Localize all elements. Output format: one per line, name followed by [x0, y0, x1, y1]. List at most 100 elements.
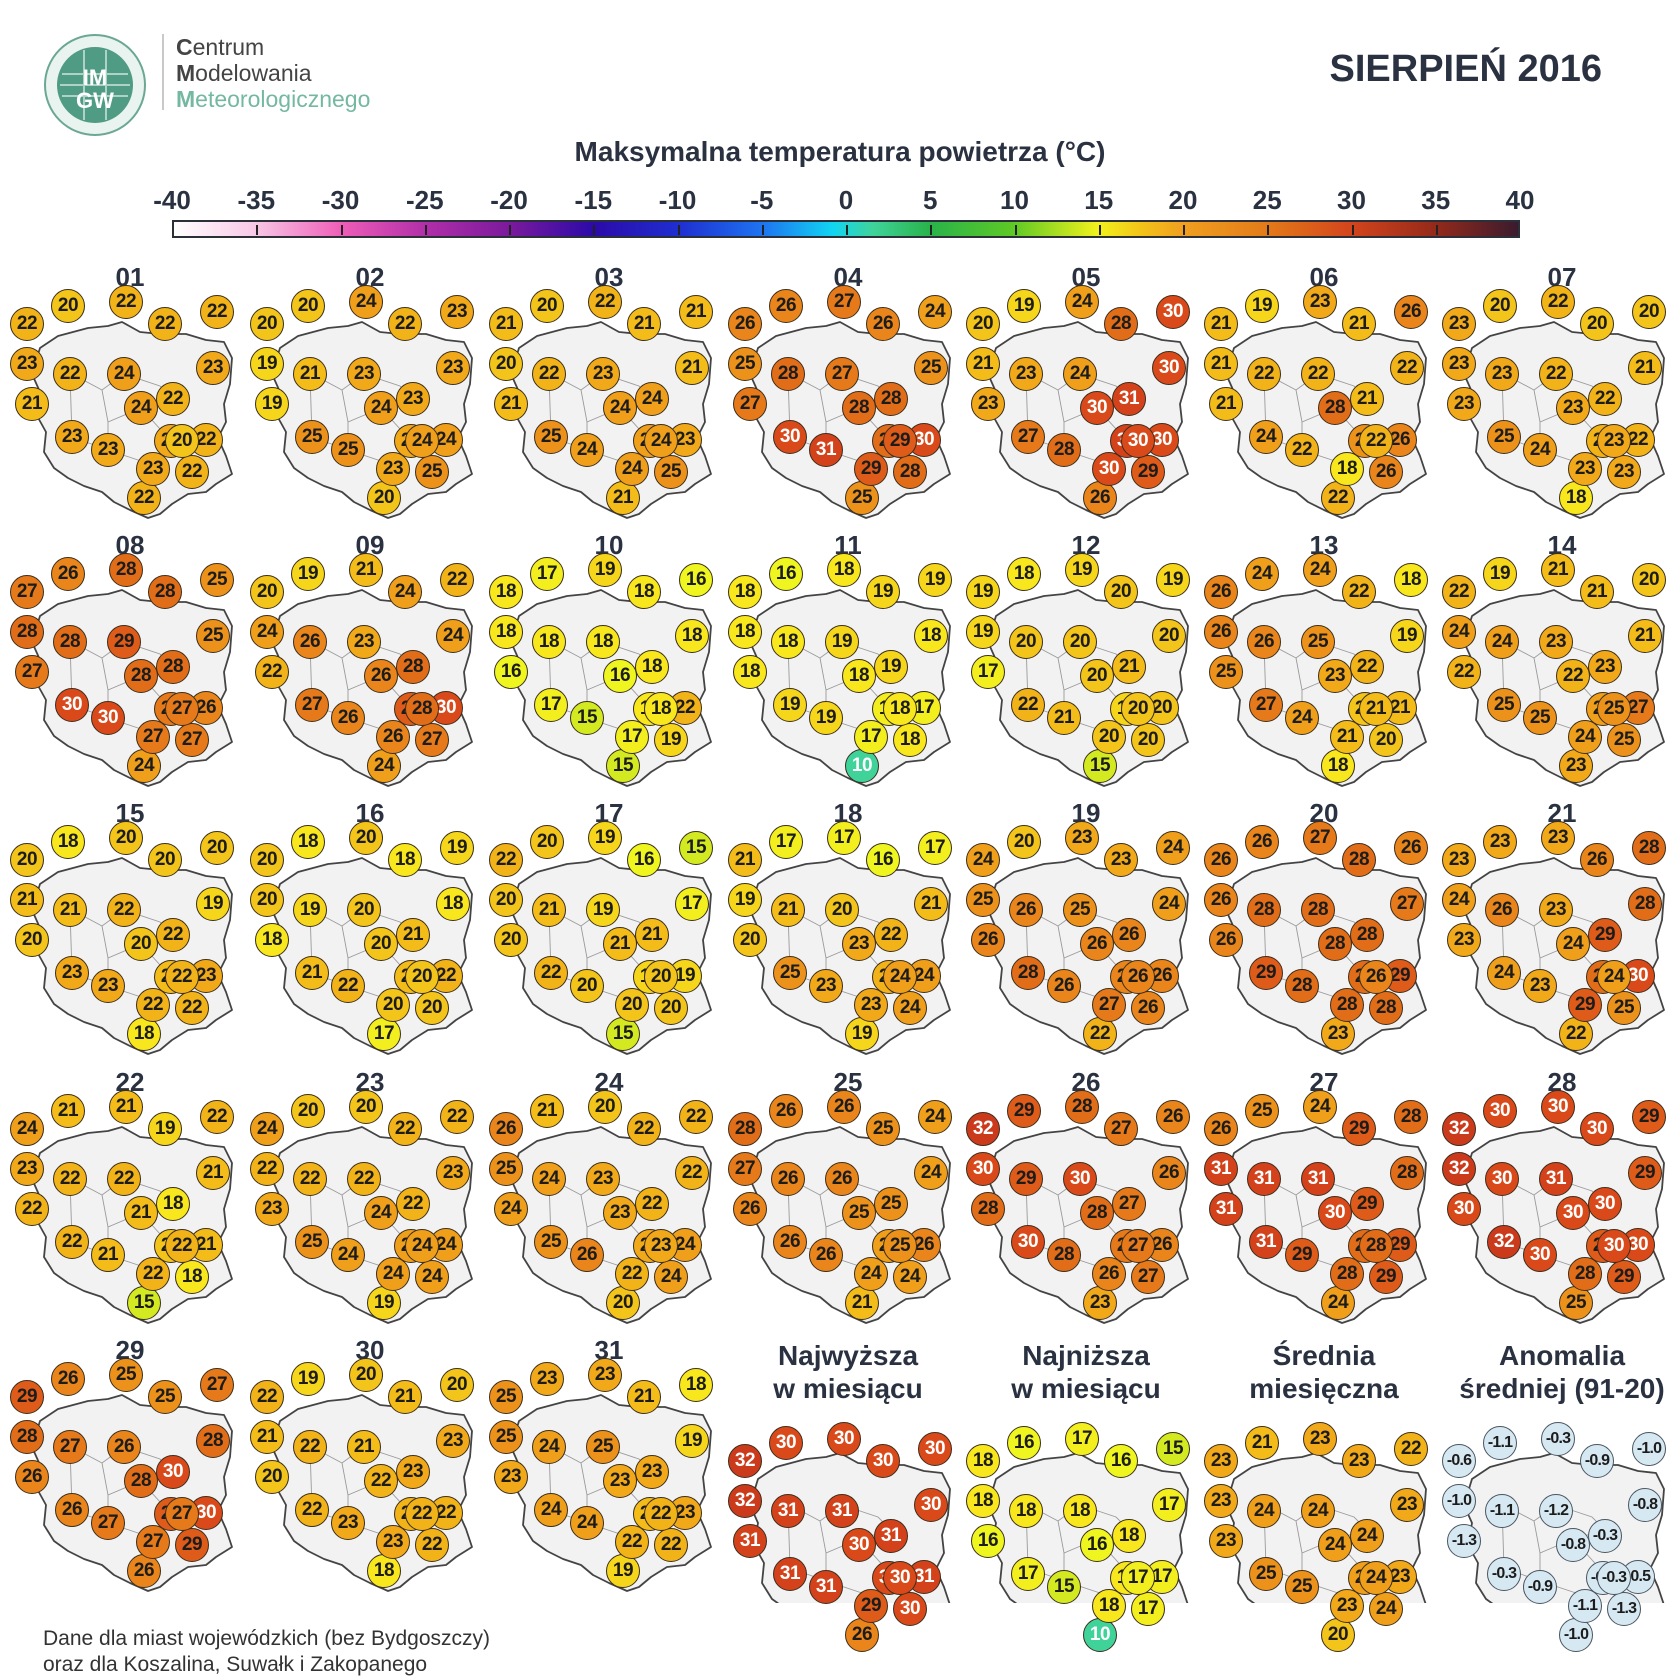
temperature-marker: 22 — [1541, 285, 1575, 319]
temperature-marker: 24 — [854, 1257, 888, 1291]
temperature-marker: 27 — [136, 1525, 170, 1559]
temperature-marker: 22 — [127, 481, 161, 515]
temperature-marker: 20 — [654, 991, 688, 1025]
temperature-marker: 22 — [200, 295, 234, 329]
temperature-marker: 24 — [644, 424, 678, 458]
temperature-marker: 26 — [1247, 625, 1281, 659]
temperature-marker: 20 — [148, 843, 182, 877]
temperature-marker: 27 — [1131, 1260, 1165, 1294]
temperature-marker: 20 — [51, 289, 85, 323]
temperature-marker: 19 — [966, 575, 1000, 609]
temperature-marker: 17 — [827, 821, 861, 855]
temperature-marker: 23 — [396, 382, 430, 416]
temperature-marker: 27 — [295, 688, 329, 722]
temperature-marker: 23 — [1442, 347, 1476, 381]
temperature-marker: 20 — [367, 481, 401, 515]
day-map: 1422192121202424232122252223252427252324… — [1442, 530, 1680, 798]
temperature-marker: 18 — [1330, 452, 1364, 486]
temperature-marker: 23 — [586, 357, 620, 391]
temperature-marker: 23 — [971, 387, 1005, 421]
temperature-marker: 27 — [415, 723, 449, 757]
temperature-marker: 28 — [1301, 893, 1335, 927]
temperature-marker: 32 — [1442, 1152, 1476, 1186]
temperature-marker: 20 — [570, 969, 604, 1003]
temperature-marker: 30 — [1523, 1238, 1557, 1272]
temperature-marker: 19 — [966, 615, 1000, 649]
anomaly-marker: -1.1 — [1485, 1494, 1519, 1528]
temperature-marker: 30 — [1447, 1192, 1481, 1226]
temperature-marker: 29 — [854, 1589, 888, 1623]
temperature-marker: 20 — [200, 831, 234, 865]
temperature-marker: 24 — [331, 1238, 365, 1272]
day-map: 0723202220202323222123252322242222231823… — [1442, 262, 1680, 530]
temperature-marker: 23 — [347, 625, 381, 659]
temperature-marker: 18 — [1007, 557, 1041, 591]
temperature-marker: 22 — [1447, 655, 1481, 689]
temperature-marker: 31 — [874, 1519, 908, 1553]
temperature-marker: 27 — [53, 1430, 87, 1464]
anomaly-marker: -0.8 — [1556, 1528, 1590, 1562]
temperature-marker: 19 — [1245, 289, 1279, 323]
temperature-marker: 21 — [627, 307, 661, 341]
temperature-marker: 19 — [845, 1017, 879, 1051]
temperature-marker: 18 — [127, 1017, 161, 1051]
temperature-marker: 23 — [436, 351, 470, 385]
temperature-marker: 22 — [165, 960, 199, 994]
temperature-marker: 22 — [250, 1152, 284, 1186]
day-map: 1722201916152021191720222121201919201520… — [489, 798, 729, 1066]
temperature-marker: 22 — [200, 1100, 234, 1134]
temperature-marker: 19 — [148, 1112, 182, 1146]
temperature-marker: 23 — [1523, 969, 1557, 1003]
temperature-marker: 24 — [1303, 1090, 1337, 1124]
temperature-marker: 23 — [10, 1152, 44, 1186]
temperature-marker: 20 — [1632, 563, 1666, 597]
temperature-marker: 24 — [405, 1229, 439, 1263]
temperature-marker: 23 — [635, 1455, 669, 1489]
temperature-marker: 25 — [654, 455, 688, 489]
temperature-marker: 25 — [914, 351, 948, 385]
temperature-marker: 22 — [388, 1112, 422, 1146]
temperature-marker: 20 — [733, 923, 767, 957]
temperature-marker: 24 — [364, 1196, 398, 1230]
temperature-marker: 28 — [893, 455, 927, 489]
temperature-marker: 15 — [1083, 749, 1117, 783]
temperature-marker: 17 — [769, 825, 803, 859]
temperature-marker: 24 — [1301, 1494, 1335, 1528]
temperature-marker: 25 — [1597, 692, 1631, 726]
colorbar-tick: -5 — [750, 185, 774, 215]
temperature-marker: 23 — [1559, 749, 1593, 783]
temperature-marker: 21 — [966, 347, 1000, 381]
temperature-marker: 24 — [1350, 1519, 1384, 1553]
temperature-marker: 25 — [331, 433, 365, 467]
summary-map-title-line: Najniższa — [1022, 1340, 1150, 1371]
temperature-marker: 22 — [364, 1464, 398, 1498]
temperature-marker: 19 — [1483, 557, 1517, 591]
temperature-marker: 30 — [1597, 1229, 1631, 1263]
temperature-marker: 20 — [405, 960, 439, 994]
temperature-marker: 18 — [1009, 1494, 1043, 1528]
footnote: Dane dla miast wojewódzkich (bez Bydgosz… — [43, 1627, 491, 1676]
colorbar-tick: -30 — [321, 185, 360, 215]
temperature-marker: 21 — [1342, 307, 1376, 341]
temperature-marker: 15 — [127, 1286, 161, 1320]
temperature-marker: 24 — [918, 1100, 952, 1134]
summary-map-title-line: w miesiącu — [1011, 1373, 1161, 1404]
temperature-marker: 22 — [53, 1162, 87, 1196]
temperature-marker: 21 — [250, 1420, 284, 1454]
temperature-marker: 23 — [1204, 1484, 1238, 1518]
temperature-marker: 27 — [175, 723, 209, 757]
summary-map-title: Średnia miesięczna — [1204, 1339, 1444, 1405]
temperature-marker: 20 — [124, 927, 158, 961]
temperature-marker: 29 — [1588, 918, 1622, 952]
temperature-marker: 24 — [1556, 927, 1590, 961]
temperature-marker: 23 — [1597, 424, 1631, 458]
temperature-marker: 19 — [809, 701, 843, 735]
temperature-marker: 20 — [349, 1358, 383, 1392]
temperature-marker: 23 — [1390, 1488, 1424, 1522]
anomaly-marker: -1.3 — [1607, 1592, 1641, 1626]
temperature-marker: 26 — [769, 1094, 803, 1128]
temperature-marker: 28 — [1359, 1229, 1393, 1263]
day-map: 0920192124222426232422272628262930272426… — [250, 530, 490, 798]
temperature-marker: 25 — [489, 1380, 523, 1414]
temperature-marker: 26 — [107, 1430, 141, 1464]
